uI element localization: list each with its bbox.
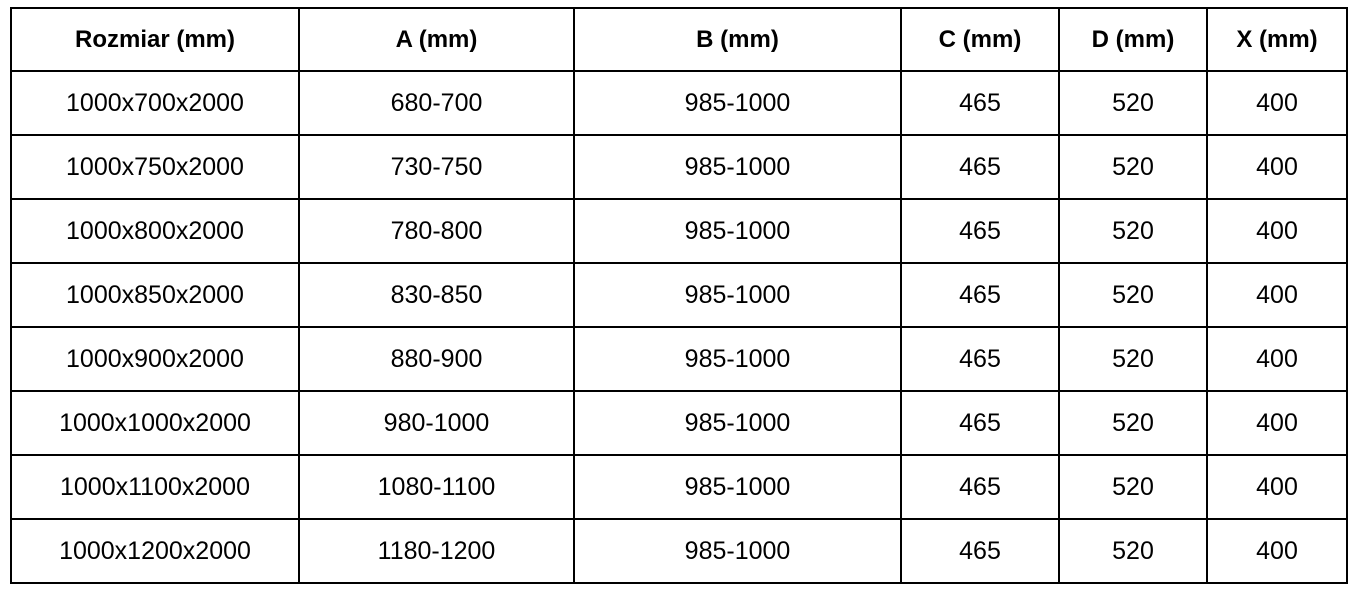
- table-cell: 985-1000: [573, 518, 902, 584]
- column-header: X (mm): [1206, 7, 1348, 72]
- table-cell: 465: [900, 454, 1060, 520]
- table-cell: 520: [1058, 390, 1208, 456]
- table-cell: 465: [900, 134, 1060, 200]
- column-header: C (mm): [900, 7, 1060, 72]
- table-cell: 1000x1000x2000: [10, 390, 300, 456]
- table-cell: 400: [1206, 262, 1348, 328]
- table-cell: 400: [1206, 198, 1348, 264]
- header-row: Rozmiar (mm) A (mm) B (mm) C (mm) D (mm) X (m…: [10, 7, 1348, 72]
- column-header: Rozmiar (mm): [10, 7, 300, 72]
- table-cell: 400: [1206, 70, 1348, 136]
- table-cell: 730-750: [298, 134, 575, 200]
- table-row: 1000x1000x2000 980-1000 985-1000 465 520 400: [10, 390, 1348, 456]
- table-cell: 465: [900, 518, 1060, 584]
- table-row: 1000x850x2000 830-850 985-1000 465 520 400: [10, 262, 1348, 328]
- table-row: 1000x1200x2000 1180-1200 985-1000 465 520 400: [10, 518, 1348, 584]
- table-cell: 465: [900, 70, 1060, 136]
- table-cell: 985-1000: [573, 390, 902, 456]
- table-cell: 680-700: [298, 70, 575, 136]
- table-cell: 985-1000: [573, 326, 902, 392]
- table-cell: 520: [1058, 70, 1208, 136]
- table-cell: 520: [1058, 326, 1208, 392]
- table-row: 1000x750x2000 730-750 985-1000 465 520 400: [10, 134, 1348, 200]
- table-cell: 465: [900, 262, 1060, 328]
- table-cell: 1000x850x2000: [10, 262, 300, 328]
- table-cell: 1000x1200x2000: [10, 518, 300, 584]
- table-cell: 520: [1058, 198, 1208, 264]
- table-cell: 1000x900x2000: [10, 326, 300, 392]
- table-cell: 1000x1100x2000: [10, 454, 300, 520]
- dimensions-table: Rozmiar (mm) A (mm) B (mm) C (mm) D (mm) X (m…: [10, 7, 1348, 584]
- table-cell: 980-1000: [298, 390, 575, 456]
- table-row: 1000x1100x2000 1080-1100 985-1000 465 520 400: [10, 454, 1348, 520]
- table-cell: 400: [1206, 390, 1348, 456]
- table-row: 1000x800x2000 780-800 985-1000 465 520 400: [10, 198, 1348, 264]
- table-row: 1000x700x2000 680-700 985-1000 465 520 400: [10, 70, 1348, 136]
- table-cell: 985-1000: [573, 134, 902, 200]
- column-header: D (mm): [1058, 7, 1208, 72]
- table-cell: 985-1000: [573, 198, 902, 264]
- table-cell: 780-800: [298, 198, 575, 264]
- table-cell: 1000x800x2000: [10, 198, 300, 264]
- table-cell: 465: [900, 390, 1060, 456]
- table-cell: 985-1000: [573, 262, 902, 328]
- table-cell: 520: [1058, 262, 1208, 328]
- column-header: A (mm): [298, 7, 575, 72]
- table-cell: 985-1000: [573, 70, 902, 136]
- table-cell: 1180-1200: [298, 518, 575, 584]
- table-row: 1000x900x2000 880-900 985-1000 465 520 400: [10, 326, 1348, 392]
- column-header: B (mm): [573, 7, 902, 72]
- table-cell: 465: [900, 326, 1060, 392]
- table-cell: 400: [1206, 518, 1348, 584]
- table-cell: 985-1000: [573, 454, 902, 520]
- table-cell: 400: [1206, 134, 1348, 200]
- table-cell: 520: [1058, 518, 1208, 584]
- table-cell: 400: [1206, 454, 1348, 520]
- table-cell: 400: [1206, 326, 1348, 392]
- table-cell: 1000x750x2000: [10, 134, 300, 200]
- table-cell: 520: [1058, 454, 1208, 520]
- table-cell: 465: [900, 198, 1060, 264]
- table-cell: 1080-1100: [298, 454, 575, 520]
- table-cell: 1000x700x2000: [10, 70, 300, 136]
- table-cell: 830-850: [298, 262, 575, 328]
- table-cell: 520: [1058, 134, 1208, 200]
- table-cell: 880-900: [298, 326, 575, 392]
